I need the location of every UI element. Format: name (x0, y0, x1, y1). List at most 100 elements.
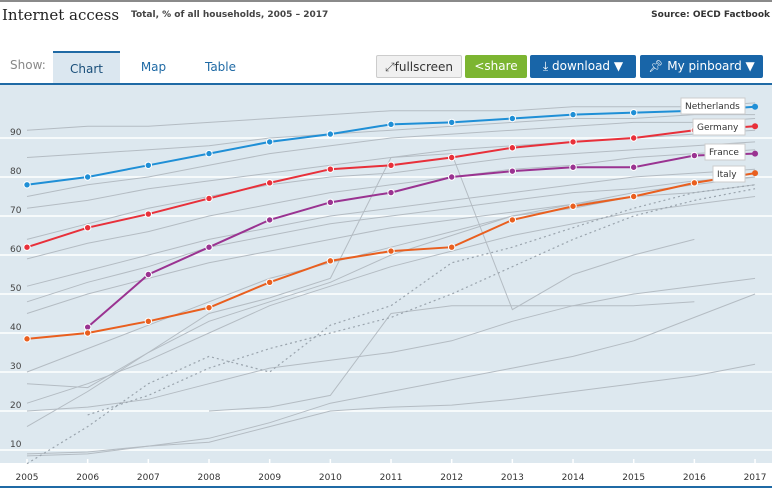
series-label-germany: Germany (697, 123, 739, 133)
data-point-netherlands (508, 114, 517, 123)
data-point-france (630, 163, 638, 171)
source-label: Source: OECD Factbook (651, 10, 770, 20)
data-point-netherlands (630, 108, 638, 117)
plot-background (0, 85, 772, 463)
y-tick-label: 40 (10, 323, 22, 333)
y-tick-label: 10 (10, 440, 22, 450)
x-tick-label: 2008 (198, 473, 221, 483)
share-label: share (484, 59, 518, 73)
data-point-france (205, 243, 213, 251)
x-tick-label: 2013 (501, 473, 524, 483)
tab-chart[interactable]: Chart (53, 51, 120, 83)
y-tick-label: 80 (10, 167, 22, 177)
download-button[interactable]: ⤓ download ▼ (530, 55, 636, 78)
pinboard-button[interactable]: 📌︎ My pinboard ▼ (640, 55, 763, 78)
data-point-italy (326, 257, 335, 265)
share-button[interactable]: <share (465, 55, 527, 78)
series-label-box (680, 97, 746, 115)
data-point-netherlands (23, 181, 31, 189)
data-point-netherlands (569, 110, 577, 119)
series-label-netherlands: Netherlands (685, 102, 740, 112)
tab-map[interactable]: Map (140, 60, 167, 74)
background-series-line (26, 176, 756, 373)
background-series-line (26, 149, 756, 260)
background-series-line (26, 141, 756, 240)
data-point-italy (569, 202, 577, 210)
average-series-line (87, 188, 756, 416)
x-tick-label: 2007 (137, 473, 160, 483)
fullscreen-label: fullscreen (394, 60, 453, 74)
data-point-italy (630, 192, 638, 201)
y-tick-label: 20 (10, 401, 22, 411)
data-point-netherlands (447, 118, 456, 127)
data-point-italy (752, 170, 759, 177)
data-point-france (265, 216, 274, 224)
series-label-box (712, 165, 746, 183)
background-series-line (26, 176, 756, 303)
y-tick-label: 30 (10, 362, 22, 372)
background-series-line (26, 196, 634, 428)
series-label-italy: Italy (717, 170, 737, 180)
data-point-italy (447, 243, 456, 251)
pinboard-label: My pinboard ▼ (667, 59, 755, 73)
data-point-netherlands (83, 173, 92, 181)
data-point-italy (265, 278, 274, 287)
series-label-box (704, 143, 746, 161)
x-tick-label: 2011 (380, 473, 403, 483)
x-tick-label: 2016 (683, 473, 706, 483)
background-series-line (26, 153, 695, 389)
data-point-germany (630, 134, 638, 142)
data-point-germany (23, 243, 31, 251)
data-point-france (144, 270, 153, 279)
data-point-france (752, 150, 759, 157)
series-label-france: France (709, 148, 739, 158)
background-series-line (26, 168, 756, 287)
data-point-italy (23, 335, 31, 343)
download-label: download ▼ (552, 59, 624, 73)
series-line-france (87, 152, 756, 328)
data-point-germany (752, 123, 759, 130)
x-tick-label: 2006 (76, 473, 99, 483)
share-icon: < (474, 59, 485, 73)
x-tick-label: 2015 (622, 473, 645, 483)
data-point-france (569, 163, 577, 171)
data-point-netherlands (205, 149, 213, 158)
data-point-germany (387, 161, 395, 170)
data-point-france (447, 173, 456, 181)
background-series-line (208, 301, 695, 412)
data-point-germany (205, 194, 213, 203)
data-point-germany (144, 210, 153, 218)
y-tick-label: 50 (10, 284, 22, 294)
data-point-germany (569, 138, 577, 146)
page-title: Internet access (2, 6, 120, 24)
data-point-netherlands (752, 103, 759, 110)
toolbar-divider (0, 83, 772, 85)
data-point-italy (205, 303, 213, 312)
background-series-line (26, 118, 756, 197)
background-series-line (26, 277, 756, 412)
background-series-line (26, 102, 756, 131)
background-series-line (26, 114, 756, 158)
tab-table[interactable]: Table (204, 60, 237, 74)
data-point-germany (508, 144, 517, 152)
y-tick-label: 70 (10, 206, 22, 216)
data-point-italy (387, 247, 395, 255)
data-point-germany (265, 179, 274, 187)
average-series-line (26, 184, 756, 465)
data-point-france (387, 188, 395, 197)
download-icon: ⤓ (542, 59, 553, 73)
data-point-netherlands (387, 120, 395, 129)
x-tick-label: 2017 (744, 473, 767, 483)
data-point-italy (144, 317, 153, 326)
expand-icon: ⤢ (385, 60, 395, 74)
bottom-divider (0, 486, 772, 488)
x-tick-label: 2005 (16, 473, 39, 483)
data-point-netherlands (265, 138, 274, 146)
y-tick-label: 60 (10, 245, 22, 255)
fullscreen-button[interactable]: ⤢fullscreen (376, 55, 462, 78)
x-tick-label: 2014 (562, 473, 585, 483)
show-label: Show: (10, 58, 46, 72)
top-border (0, 0, 772, 2)
series-label-box (692, 118, 746, 136)
x-tick-label: 2010 (319, 473, 342, 483)
